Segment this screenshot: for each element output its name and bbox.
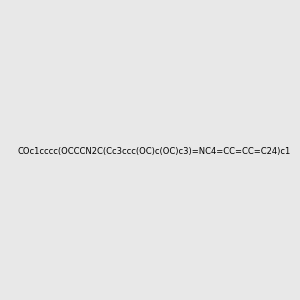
Text: COc1cccc(OCCCN2C(Cc3ccc(OC)c(OC)c3)=NC4=CC=CC=C24)c1: COc1cccc(OCCCN2C(Cc3ccc(OC)c(OC)c3)=NC4=… (17, 147, 290, 156)
